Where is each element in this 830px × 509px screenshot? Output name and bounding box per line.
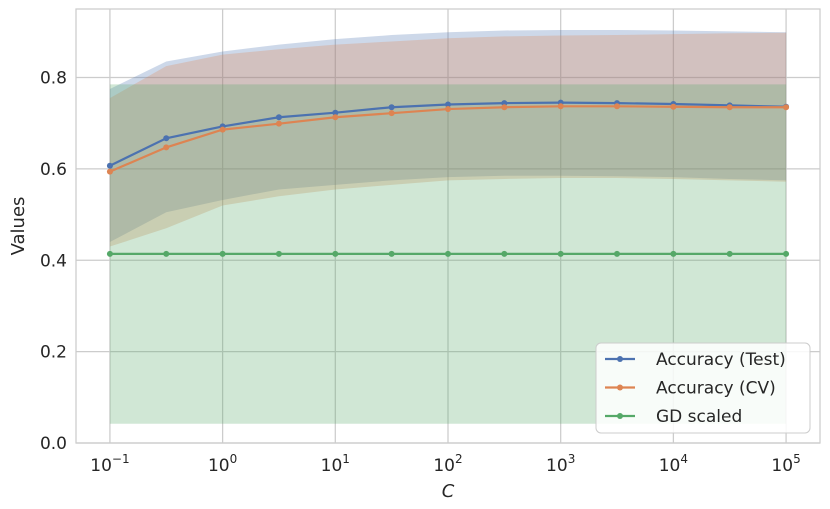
x-tick-label: 100 (208, 452, 237, 476)
band-series-1 (109, 32, 787, 247)
y-axis-ticks: 0.0 0.2 0.4 0.6 0.8 (40, 69, 67, 454)
data-point-series-2 (275, 250, 282, 257)
x-tick-base: 10 (659, 456, 681, 476)
x-tick-label: 105 (771, 452, 800, 476)
x-tick-exponent: 0 (230, 452, 238, 466)
data-point-series-1 (557, 103, 564, 110)
data-point-series-2 (501, 250, 508, 257)
data-point-series-1 (332, 114, 339, 121)
data-point-series-2 (106, 250, 113, 257)
data-point-series-0 (163, 135, 170, 142)
x-tick-label: 102 (433, 452, 462, 476)
legend-marker-1 (617, 384, 623, 391)
data-point-series-1 (106, 168, 113, 175)
data-point-series-2 (726, 250, 733, 257)
data-point-series-1 (670, 103, 677, 110)
band-series-0 (109, 30, 787, 242)
data-point-series-1 (614, 103, 621, 110)
x-tick-label: 104 (659, 452, 688, 476)
data-point-series-1 (783, 104, 790, 111)
data-point-series-2 (557, 250, 564, 257)
x-tick-label: 10−1 (90, 452, 129, 476)
x-tick-exponent: 5 (793, 452, 801, 466)
x-axis-label: C (442, 481, 455, 502)
x-tick-base: 10 (208, 456, 230, 476)
legend-label-2: GD scaled (656, 407, 742, 427)
data-point-series-1 (388, 110, 395, 117)
data-point-series-2 (670, 250, 677, 257)
y-tick-label: 0.8 (40, 69, 67, 89)
legend-label-1: Accuracy (CV) (656, 379, 776, 399)
data-point-series-0 (445, 101, 451, 108)
legend-marker-0 (617, 356, 623, 362)
x-tick-base: 10 (90, 456, 112, 476)
x-tick-exponent: 3 (568, 452, 576, 466)
data-point-series-1 (726, 104, 733, 111)
x-tick-label: 101 (321, 452, 350, 476)
data-point-series-2 (783, 250, 790, 257)
legend-label-0: Accuracy (Test) (656, 350, 786, 370)
legend: Accuracy (Test) Accuracy (CV) GD scaled (595, 342, 811, 434)
y-axis-label: Values (8, 197, 29, 256)
x-tick-label: 103 (546, 452, 575, 476)
x-tick-base: 10 (433, 456, 455, 476)
data-point-series-0 (275, 114, 282, 121)
y-tick-label: 0.6 (40, 160, 67, 180)
data-point-series-2 (332, 250, 339, 257)
legend-marker-2 (617, 413, 623, 419)
y-tick-label: 0.4 (40, 251, 67, 271)
series-lines (106, 99, 790, 257)
x-tick-exponent: 1 (342, 452, 350, 466)
data-point-series-1 (163, 144, 170, 151)
x-tick-base: 10 (771, 456, 793, 476)
data-point-series-2 (219, 250, 226, 257)
legend-box (595, 342, 811, 434)
x-axis-ticks: 10−1 100 101 102 103 104 105 (90, 452, 800, 476)
data-point-series-0 (106, 162, 113, 169)
x-tick-base: 10 (546, 456, 568, 476)
data-point-series-2 (445, 250, 451, 257)
data-point-series-0 (501, 100, 508, 107)
data-point-series-1 (275, 120, 282, 127)
plot-frame (75, 8, 821, 444)
y-tick-label: 0.0 (40, 434, 67, 454)
x-tick-base: 10 (321, 456, 343, 476)
data-point-series-1 (445, 106, 451, 113)
data-point-series-2 (614, 250, 621, 257)
y-tick-label: 0.2 (40, 343, 67, 363)
x-tick-exponent: 4 (680, 452, 688, 466)
data-point-series-2 (388, 250, 395, 257)
data-point-series-1 (219, 126, 226, 133)
data-point-series-0 (388, 104, 395, 111)
x-tick-exponent: 2 (455, 452, 463, 466)
x-tick-exponent: −1 (112, 452, 130, 466)
data-point-series-2 (163, 250, 170, 257)
data-point-series-0 (332, 109, 339, 116)
data-point-series-1 (501, 104, 508, 111)
